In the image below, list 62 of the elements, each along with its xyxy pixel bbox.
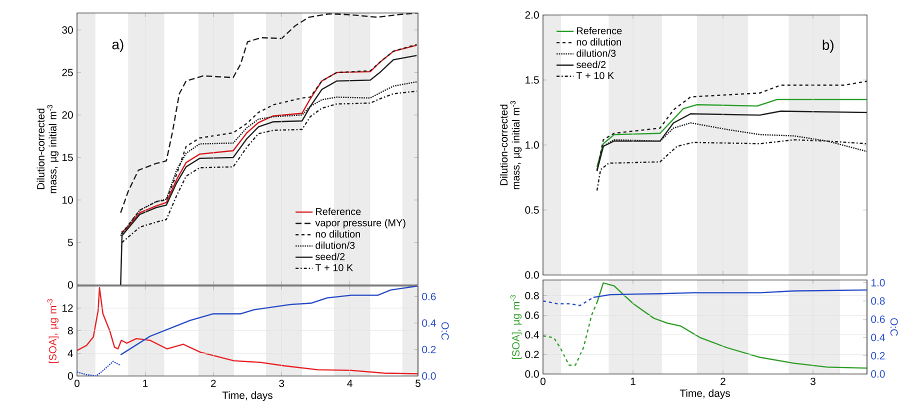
x-tick-label: 3 [810, 378, 816, 386]
y-tick-label: 5 [68, 238, 73, 246]
y-tick-label: 0.5 [525, 206, 539, 214]
legend-label: T + 10 K [315, 264, 354, 272]
y-tick-label: 10 [62, 196, 73, 204]
legend-label: no dilution [316, 230, 360, 238]
y-tick-label: 0 [68, 372, 73, 380]
x-tick-label: 2 [720, 378, 726, 385]
legend-label: seed/2 [576, 60, 606, 68]
y2-tick-label: 0.4 [871, 334, 885, 342]
legend-label: dilution/3 [316, 242, 355, 249]
y-tick-label: 0.0 [525, 370, 539, 378]
y2-tick-label: 0.2 [422, 346, 436, 354]
y-tick-label: 8 [68, 327, 73, 334]
y2-tick-label: 0.0 [422, 372, 436, 380]
x-tick-label: 0 [540, 378, 546, 386]
y-tick-label: 12 [62, 304, 73, 312]
x-axis-title: Time, days [680, 389, 730, 400]
legend-label: T + 10 K [576, 72, 614, 80]
y-axis-title: [SOA], µg m$^{-3}$ [47, 299, 59, 363]
x-tick-label: 1 [143, 380, 148, 387]
y-tick-label: 15 [62, 154, 73, 162]
y-tick-label: 0.6 [525, 312, 539, 319]
y-axis-title: [SOA], µg m$^{-3}$ [510, 295, 522, 359]
y-tick-label: 20 [62, 111, 73, 119]
x-tick-label: 5 [416, 380, 420, 387]
y2-tick-label: 0.6 [871, 316, 885, 323]
y-tick-label: 4 [68, 350, 73, 357]
legend-label: no dilution [576, 38, 621, 46]
y2-tick-label: 0.0 [871, 370, 885, 378]
y-axis-title: Dilution-corrected mass, µg initial m$^{-3}$ [36, 104, 59, 194]
legend-label: Reference [316, 208, 361, 216]
legend-label: seed/2 [315, 252, 345, 260]
annotation: a) [112, 39, 124, 52]
annotation: b) [822, 40, 834, 53]
y-tick-label: 0.8 [525, 292, 539, 300]
x-tick-label: 3 [279, 380, 284, 388]
y-tick-label: 0.2 [525, 350, 539, 358]
y2-axis-title: O:C [441, 322, 449, 340]
y-axis-title: Dilution-corrected mass, µg initial m$^{-3}$ [500, 100, 522, 190]
y-tick-label: 25 [62, 68, 73, 76]
y-tick-label: 2.0 [525, 11, 539, 19]
y2-axis-title: O:C [890, 318, 898, 336]
y2-tick-label: 0.2 [871, 352, 885, 360]
y2-tick-label: 0.8 [871, 297, 885, 305]
legend-label: dilution/3 [576, 50, 616, 57]
y-tick-label: 0.0 [525, 271, 539, 279]
legend-label: Reference [577, 26, 622, 34]
x-tick-label: 0 [74, 380, 80, 388]
legend-label: vapor pressure (MY) [315, 219, 406, 228]
x-tick-label: 4 [347, 380, 352, 387]
y-tick-label: 0 [68, 281, 73, 289]
y2-tick-label: 0.6 [422, 292, 436, 300]
y-tick-label: 1.5 [526, 76, 539, 84]
x-axis-title: Time, days [222, 391, 272, 402]
y-tick-label: 0.4 [525, 331, 539, 339]
y2-tick-label: 0.4 [422, 319, 436, 327]
y-tick-label: 30 [62, 26, 73, 34]
y-tick-label: 1.0 [526, 141, 539, 149]
x-tick-label: 1 [630, 378, 636, 385]
x-tick-label: 2 [211, 380, 216, 387]
y2-tick-label: 1.0 [871, 279, 885, 286]
